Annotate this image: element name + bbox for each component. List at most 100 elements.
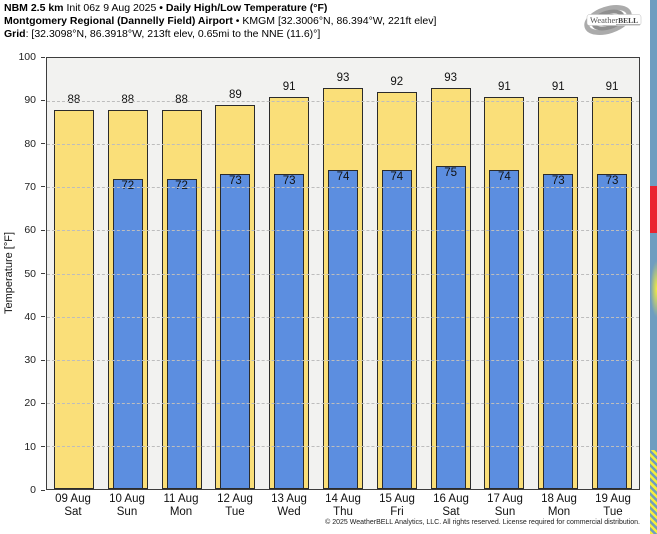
- x-tick-label: 18 Aug Mon: [532, 493, 586, 519]
- x-tick-label: 11 Aug Mon: [154, 493, 208, 519]
- x-tick-date: 13 Aug: [271, 493, 307, 505]
- bullet-separator: •: [232, 14, 243, 27]
- low-value-label: 73: [282, 175, 296, 188]
- x-tick-date: 15 Aug: [379, 493, 415, 505]
- strip-yellow-glow: [650, 250, 657, 328]
- gridline: [47, 359, 639, 361]
- low-value-label: 73: [228, 175, 242, 188]
- init-time: Init 06z 9 Aug 2025: [63, 2, 160, 14]
- y-tick-label: 90: [24, 94, 36, 107]
- x-tick-day: Fri: [390, 506, 404, 518]
- x-tick-day: Mon: [169, 506, 193, 518]
- header-line-3: Grid: [32.3098°N, 86.3918°W, 213ft elev,…: [4, 28, 436, 41]
- high-value-label: 93: [336, 72, 350, 85]
- high-value-label: 88: [121, 93, 135, 106]
- y-tick-label: 60: [24, 224, 36, 237]
- y-axis-title: Temperature [°F]: [3, 231, 15, 315]
- x-tick-label: 19 Aug Tue: [586, 493, 640, 519]
- high-value-label: 91: [498, 80, 511, 93]
- high-value-label: 89: [228, 89, 242, 102]
- weatherbell-swirl-icon: WeatherBELL: [584, 5, 642, 35]
- y-tick-label: 80: [24, 137, 36, 150]
- x-axis-labels: 09 Aug Sat 10 Aug Sun 11 Aug Mon 12 Aug Tue 13 A…: [46, 493, 640, 519]
- low-value-label: 73: [605, 175, 619, 188]
- x-tick-label: 16 Aug Sat: [424, 493, 478, 519]
- high-value-label: 88: [67, 93, 81, 106]
- x-tick-date: 11 Aug: [163, 493, 199, 505]
- weatherbell-logo: WeatherBELL: [578, 1, 644, 39]
- x-tick-label: 14 Aug Thu: [316, 493, 370, 519]
- header-line-1: NBM 2.5 km Init 06z 9 Aug 2025 • Daily H…: [4, 2, 436, 15]
- y-tick-mark: [41, 489, 45, 491]
- chart-title: Daily High/Low Temperature (°F): [162, 2, 328, 14]
- low-temp-bar: 72: [166, 178, 197, 489]
- y-tick-mark: [41, 56, 45, 58]
- y-tick-label: 30: [24, 354, 36, 367]
- x-tick-date: 14 Aug: [325, 493, 361, 505]
- station-name: Montgomery Regional (Dannelly Field) Air…: [4, 14, 233, 27]
- low-value-label: 75: [444, 166, 457, 179]
- low-temp-bar: 73: [274, 174, 305, 489]
- y-tick-label: 70: [24, 180, 36, 193]
- y-tick-mark: [41, 402, 45, 404]
- bar-slot: 93 75: [424, 58, 478, 489]
- high-value-label: 91: [551, 80, 565, 93]
- y-tick-mark: [41, 143, 45, 145]
- low-value-label: 74: [390, 171, 404, 184]
- x-tick-day: Thu: [333, 506, 353, 518]
- x-tick-day: Sat: [64, 506, 82, 518]
- x-tick-date: 10 Aug: [109, 493, 145, 505]
- y-tick-mark: [41, 186, 45, 188]
- copyright-notice: © 2025 WeatherBELL Analytics, LLC. All r…: [325, 519, 640, 526]
- y-tick-mark: [41, 99, 45, 101]
- chart-header: NBM 2.5 km Init 06z 9 Aug 2025 • Daily H…: [4, 2, 436, 40]
- strip-hazard-stripes: [650, 450, 657, 534]
- high-value-label: 93: [444, 72, 457, 85]
- low-temp-bar: 74: [327, 170, 358, 489]
- bar-slot: 91 73: [585, 58, 639, 489]
- x-tick-label: 12 Aug Tue: [208, 493, 262, 519]
- x-tick-day: Sun: [116, 506, 138, 518]
- y-tick-mark: [41, 359, 45, 361]
- x-tick-date: 17 Aug: [487, 493, 523, 505]
- x-tick-label: 15 Aug Fri: [370, 493, 424, 519]
- x-tick-date: 16 Aug: [433, 493, 469, 505]
- y-tick-mark: [41, 273, 45, 274]
- low-value-label: 73: [551, 175, 565, 188]
- low-temp-bar: 73: [220, 174, 251, 489]
- high-value-label: 91: [605, 80, 619, 93]
- x-tick-day: Tue: [225, 506, 245, 518]
- bar-slot: 88: [47, 58, 101, 489]
- header-line-2: Montgomery Regional (Dannelly Field) Air…: [4, 15, 436, 28]
- high-temp-bar: [53, 109, 94, 489]
- x-tick-day: Sat: [442, 506, 460, 518]
- model-name: NBM 2.5 km: [4, 2, 64, 14]
- high-value-label: 88: [175, 93, 188, 106]
- x-tick-label: 10 Aug Sun: [100, 493, 154, 519]
- y-tick-label: 40: [24, 310, 36, 323]
- gridline: [47, 273, 639, 275]
- x-tick-label: 09 Aug Sat: [46, 493, 100, 519]
- x-tick-day: Tue: [603, 506, 623, 518]
- low-value-label: 72: [121, 179, 135, 192]
- bars-container: 88 88 72 88 72 89 73 91 73 93 74 92 74 93 75 91 74 91 73 91…: [47, 58, 639, 489]
- bar-slot: 91 74: [478, 58, 532, 489]
- svg-text:WeatherBELL: WeatherBELL: [590, 15, 638, 25]
- y-tick-label: 20: [24, 397, 36, 410]
- low-value-label: 74: [498, 171, 511, 184]
- x-tick-label: 17 Aug Sun: [478, 493, 532, 519]
- gridline: [47, 230, 639, 232]
- x-tick-day: Mon: [547, 506, 571, 518]
- gridline: [47, 187, 639, 189]
- x-tick-date: 09 Aug: [55, 493, 91, 505]
- high-value-label: 91: [282, 80, 296, 93]
- y-tick-label: 50: [24, 267, 36, 280]
- y-tick-label: 10: [24, 440, 36, 453]
- low-value-label: 74: [336, 171, 350, 184]
- y-tick-mark: [41, 316, 45, 318]
- low-temp-bar: 75: [435, 165, 466, 489]
- x-tick-day: Sun: [494, 506, 516, 518]
- low-temp-bar: 72: [112, 178, 143, 489]
- low-value-label: 72: [175, 179, 188, 192]
- x-tick-date: 19 Aug: [595, 493, 631, 505]
